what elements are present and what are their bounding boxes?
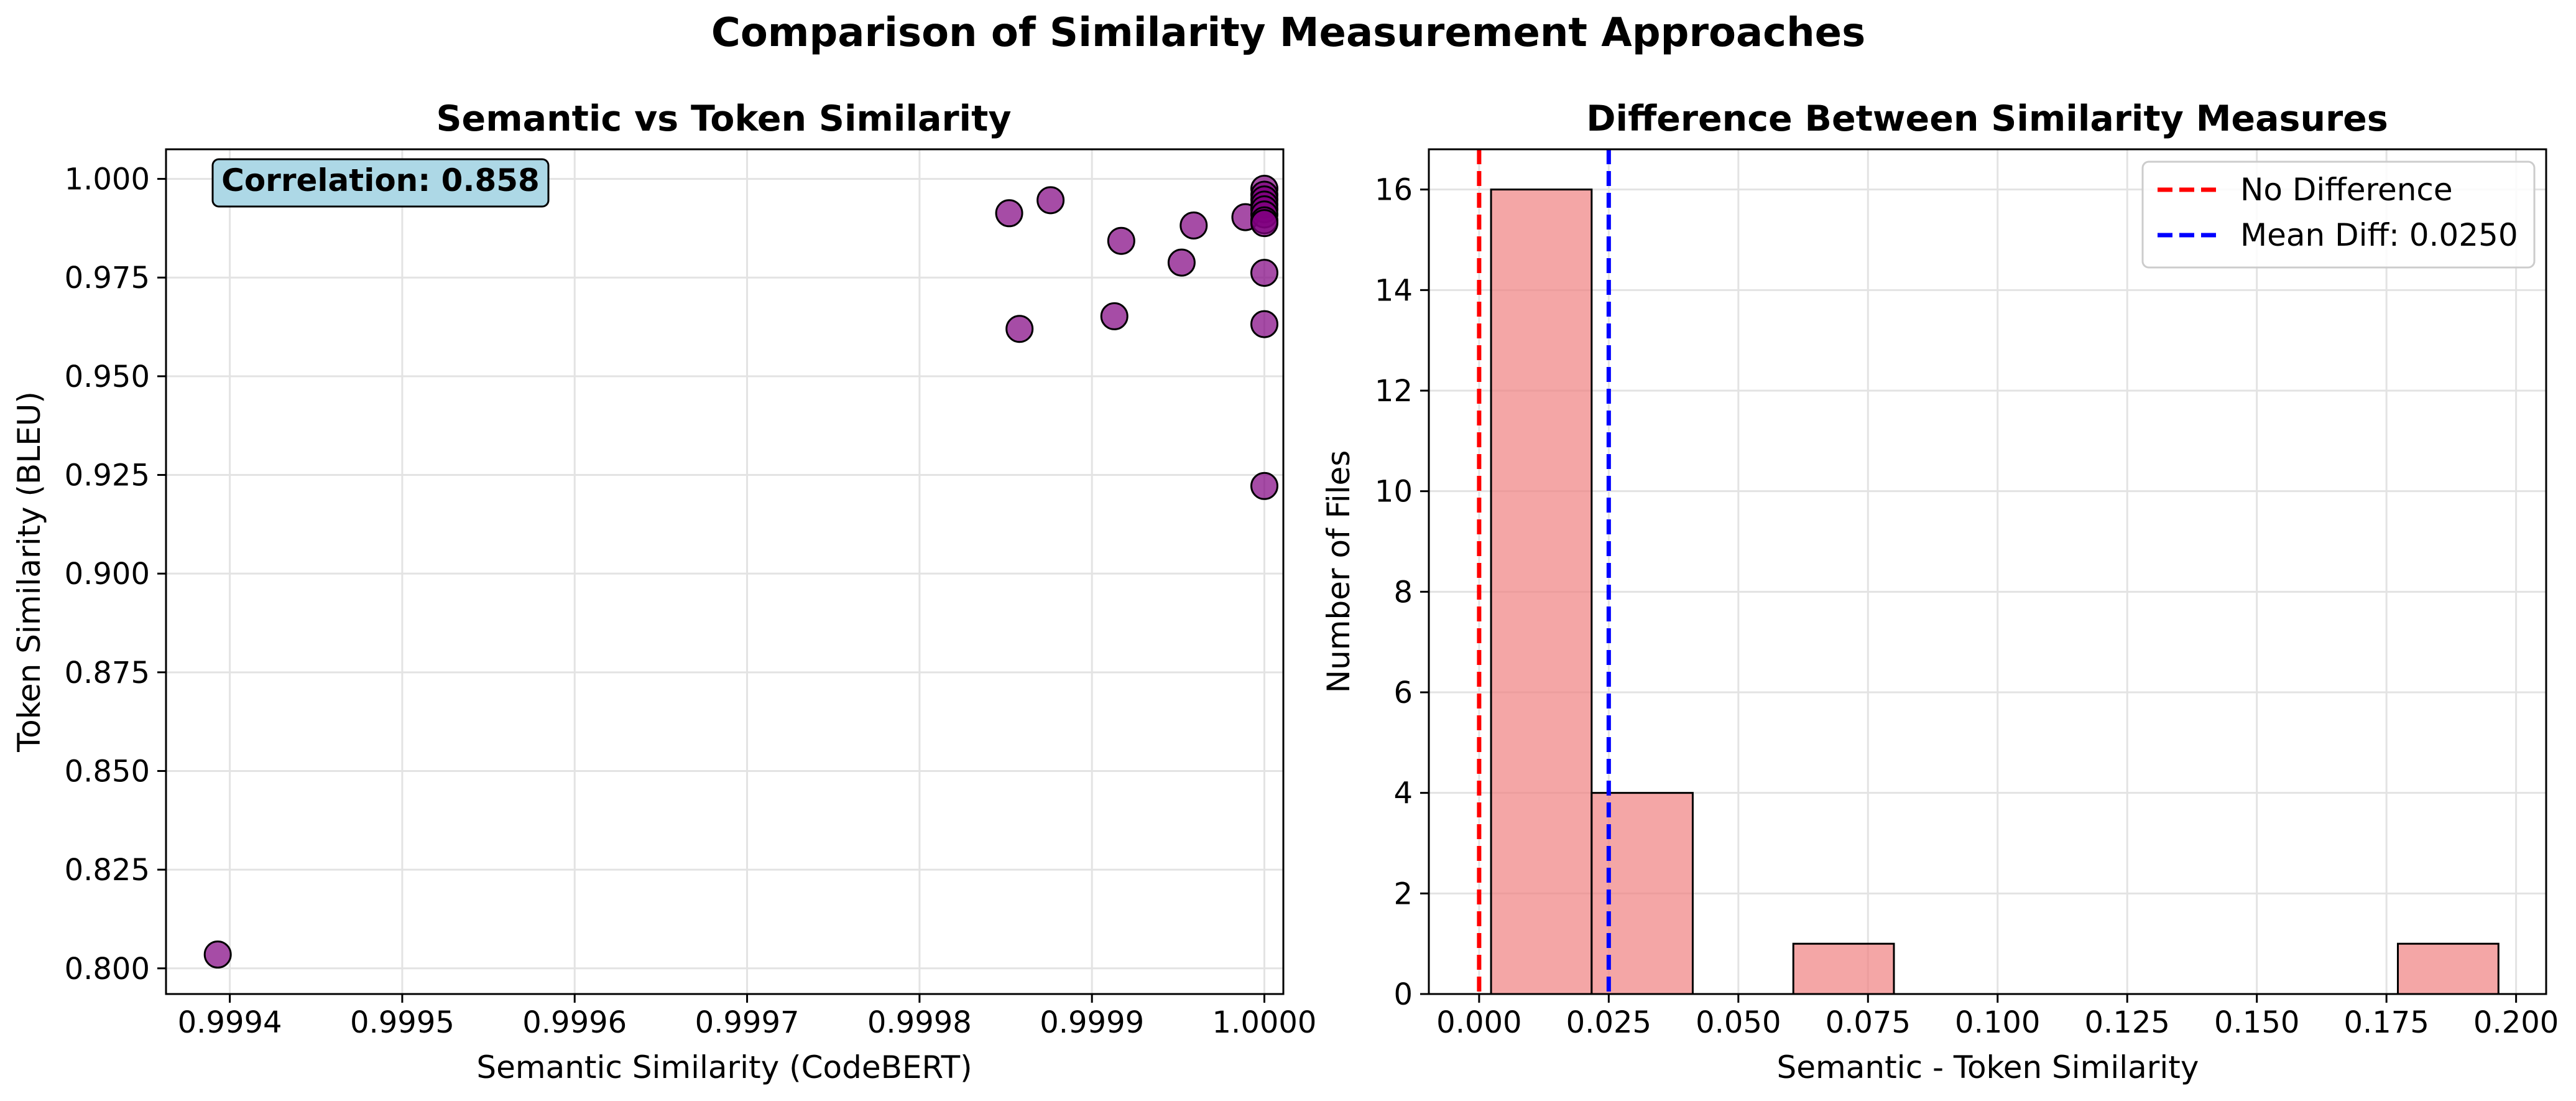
histogram-y-tick-label: 6 [1393,676,1413,710]
legend-label-no-difference: No Difference [2240,172,2453,208]
histogram-bar [1792,942,1895,995]
histogram-y-tick-label: 0 [1393,977,1413,1012]
histogram-y-tick-label: 14 [1375,273,1413,308]
scatter-points [203,174,1278,969]
histogram-title: Difference Between Similarity Measures [1586,98,2388,139]
scatter-point [995,199,1023,228]
correlation-text: Correlation: 0.858 [221,162,540,198]
scatter-y-tick-label: 0.925 [65,458,150,493]
scatter-point [1250,472,1278,500]
scatter-x-tick-label: 1.0000 [1212,1005,1317,1040]
histogram-bar [2397,942,2500,995]
scatter-y-tick-label: 0.800 [65,952,150,987]
histogram-y-tick-label: 16 [1375,173,1413,208]
histogram-x-tick-label: 0.050 [1696,1005,1781,1040]
correlation-annotation: Correlation: 0.858 [211,158,550,208]
histogram-x-tick-label: 0.175 [2343,1005,2429,1040]
histogram-x-tick-label: 0.200 [2473,1005,2559,1040]
scatter-x-tick-label: 0.9997 [695,1005,800,1040]
legend-label-mean-diff: Mean Diff: 0.0250 [2240,217,2518,253]
scatter-point [1250,209,1278,238]
scatter-xlabel: Semantic Similarity (CodeBERT) [476,1049,972,1085]
scatter-point [1107,226,1135,255]
histogram-x-tick-label: 0.000 [1436,1005,1521,1040]
scatter-point [1100,302,1129,330]
scatter-point [1036,186,1065,215]
scatter-ticks: 0.9994 0.9995 0.9996 0.9997 0.9998 0.9999 1.00… [65,162,1317,1040]
histogram-x-tick-label: 0.150 [2214,1005,2299,1040]
scatter-y-tick-label: 1.000 [65,162,150,197]
histogram-panel: Difference Between Similarity Measures 0… [1321,98,2559,1085]
histogram-y-tick-label: 10 [1375,475,1413,509]
scatter-point [1250,310,1278,338]
histogram-x-tick-label: 0.125 [2085,1005,2170,1040]
scatter-y-tick-label: 0.900 [65,557,150,592]
scatter-point [1250,259,1278,287]
scatter-point [203,941,232,969]
histogram-y-tick-label: 4 [1393,776,1413,811]
scatter-ylabel: Token Similarity (BLEU) [11,391,47,753]
histogram-reference-lines [1477,149,1611,994]
scatter-panel: Semantic vs Token Similarity 0.9994 0.999… [11,98,1316,1085]
scatter-axes-frame [165,148,1285,995]
histogram-bar [1490,188,1593,995]
scatter-x-tick-label: 0.9996 [522,1005,627,1040]
scatter-gridlines [166,149,1283,994]
scatter-y-tick-label: 0.950 [65,360,150,394]
scatter-point [1180,211,1208,239]
histogram-axes-frame [1428,148,2547,995]
histogram-x-tick-label: 0.025 [1566,1005,1651,1040]
histogram-ticks: 0.000 0.025 0.050 0.075 0.100 0.125 0.150 0.175… [1375,173,2559,1040]
scatter-x-tick-label: 0.9994 [178,1005,282,1040]
histogram-y-tick-label: 8 [1393,575,1413,610]
scatter-x-tick-label: 0.9998 [867,1005,972,1040]
scatter-y-tick-label: 0.975 [65,261,150,295]
histogram-x-tick-label: 0.100 [1955,1005,2040,1040]
histogram-y-tick-label: 12 [1375,374,1413,409]
histogram-ylabel: Number of Files [1321,450,1357,694]
scatter-point [1005,315,1034,343]
scatter-x-tick-label: 0.9999 [1040,1005,1144,1040]
histogram-x-tick-label: 0.075 [1826,1005,1911,1040]
scatter-y-tick-label: 0.875 [65,656,150,690]
scatter-y-tick-label: 0.825 [65,853,150,888]
scatter-point [1167,248,1196,277]
scatter-y-tick-label: 0.850 [65,754,150,789]
histogram-y-tick-label: 2 [1393,876,1413,911]
scatter-x-tick-label: 0.9995 [350,1005,455,1040]
histogram-xlabel: Semantic - Token Similarity [1777,1049,2199,1085]
histogram-legend: No Difference Mean Diff: 0.0250 [2141,160,2536,269]
figure-suptitle: Comparison of Similarity Measurement App… [711,10,1865,56]
scatter-title: Semantic vs Token Similarity [436,98,1012,139]
